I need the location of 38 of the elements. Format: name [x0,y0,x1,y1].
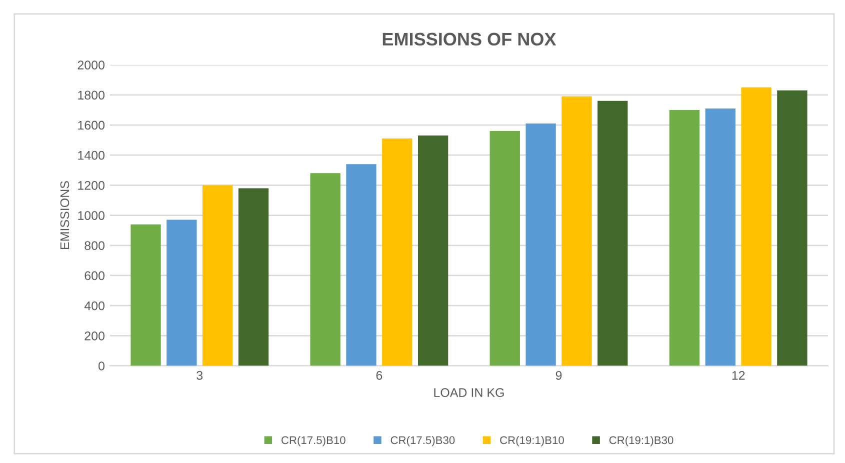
bar [130,224,161,366]
bar [741,87,772,366]
y-tick-label: 0 [98,362,104,370]
bar [526,124,556,366]
x-tick-label: 3 [196,370,203,380]
chart-title: EMISSIONS OF NOX [382,32,556,46]
bar [202,185,233,366]
bar [490,131,520,366]
x-tick-label: 9 [556,370,562,380]
legend-label: CR(19:1)B10 [500,436,564,446]
legend-label: CR(17.5)B30 [390,436,455,446]
x-tick-label: 12 [732,370,745,380]
bar [669,110,700,366]
bar [310,173,340,366]
y-axis-title: EMISSIONS [60,181,70,249]
y-tick-label: 800 [84,241,104,250]
y-tick-label: 400 [84,301,104,310]
legend-label: CR(19:1)B30 [609,436,674,446]
bar [705,108,736,366]
bar [418,136,448,366]
y-tick-label: 1600 [78,120,105,130]
bar [382,138,412,366]
y-tick-label: 200 [84,331,104,340]
y-tick-label: 1800 [78,90,105,100]
bar [598,100,628,366]
y-tick-label: 1000 [78,211,105,220]
y-tick-label: 600 [84,271,104,280]
y-tick-label: 1200 [78,181,105,190]
bar [166,220,197,366]
bar [777,90,808,366]
legend-label: CR(17.5)B10 [282,436,346,446]
x-axis-title: LOAD IN KG [434,388,504,398]
x-tick-label: 6 [376,370,382,380]
bar [562,96,592,366]
y-tick-label: 1400 [78,150,105,160]
bar [346,164,376,366]
y-tick-label: 2000 [78,60,105,70]
bar [238,188,269,366]
